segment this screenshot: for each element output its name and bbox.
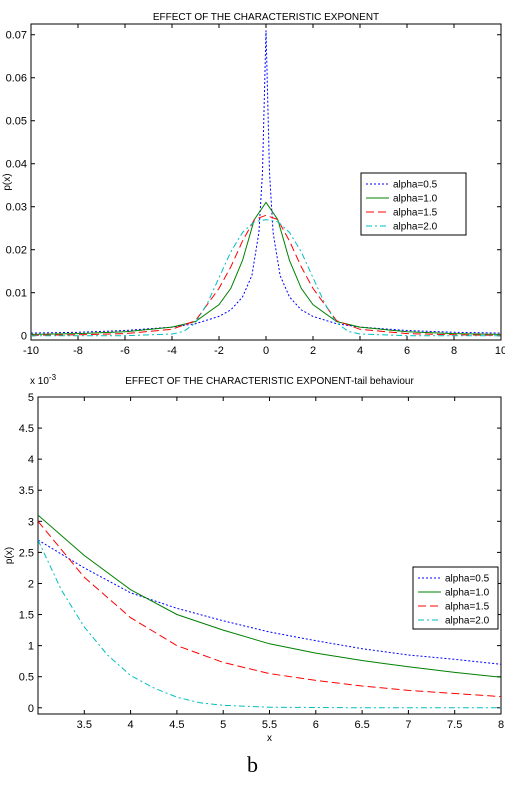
top-xtick-label: 6 — [404, 345, 410, 357]
top-chart-title: EFFECT OF THE CHARACTERISTIC EXPONENT — [153, 12, 379, 23]
bottom-plot-area — [37, 396, 502, 715]
top-series-line-1 — [31, 30, 501, 334]
bottom-chart-title: EFFECT OF THE CHARACTERISTIC EXPONENT-ta… — [125, 376, 414, 387]
top-ytick-label: 0.01 — [6, 288, 27, 300]
bottom-ytick-label: 5 — [28, 392, 34, 404]
bottom-legend-entry: alpha=1.0 — [445, 588, 490, 599]
top-xtick-label: -8 — [73, 345, 83, 357]
bottom-y-exponent: x 10-3 — [30, 373, 57, 387]
bottom-ytick-label: 4.5 — [19, 423, 34, 435]
bottom-xtick-label: 7 — [405, 719, 411, 731]
bottom-xtick-label: 5.5 — [262, 719, 277, 731]
panel-label: b — [247, 752, 258, 777]
bottom-xtick-label: 4.5 — [169, 719, 184, 731]
bottom-ytick-label: 3 — [28, 516, 34, 528]
top-legend-entry: alpha=0.5 — [393, 180, 438, 191]
top-ytick-label: 0.03 — [6, 202, 27, 214]
top-xtick-label: 2 — [310, 345, 316, 357]
bottom-ytick-label: 1.5 — [19, 610, 34, 622]
bottom-xtick-label: 6.5 — [354, 719, 369, 731]
chart-top: EFFECT OF THE CHARACTERISTIC EXPONENT -10… — [2, 12, 505, 357]
top-ytick-label: 0.05 — [6, 116, 27, 128]
top-xtick-label: 4 — [357, 345, 363, 357]
top-legend-entry: alpha=1.0 — [393, 194, 438, 205]
bottom-xtick-label: 4 — [128, 719, 134, 731]
bottom-series-line-4 — [38, 539, 501, 709]
bottom-xtick-label: 8 — [498, 719, 504, 731]
bottom-legend — [412, 566, 499, 630]
top-series-line-4 — [31, 219, 501, 337]
top-xtick-label: -10 — [23, 345, 39, 357]
bottom-ytick-label: 2.5 — [19, 547, 34, 559]
top-ytick-label: 0.04 — [6, 159, 27, 171]
top-legend — [360, 172, 467, 236]
chart-bottom: EFFECT OF THE CHARACTERISTIC EXPONENT-ta… — [4, 373, 504, 744]
bottom-legend-entry: alpha=0.5 — [445, 574, 490, 585]
bottom-series-line-2 — [38, 514, 501, 678]
bottom-ytick-label: 0 — [28, 703, 34, 715]
top-series-line-3 — [31, 214, 501, 336]
bottom-ytick-label: 4 — [28, 454, 34, 466]
bottom-series-line-3 — [38, 520, 501, 698]
top-series-line-2 — [31, 201, 501, 335]
bottom-y-axis-label: p(x) — [4, 547, 15, 564]
top-xtick-label: -2 — [214, 345, 224, 357]
bottom-xtick-label: 7.5 — [447, 719, 462, 731]
bottom-x-axis-label: x — [267, 733, 272, 744]
bottom-xtick-label: 6 — [313, 719, 319, 731]
bottom-ytick-label: 1 — [28, 641, 34, 653]
bottom-ytick-label: 3.5 — [19, 485, 34, 497]
top-ytick-label: 0.02 — [6, 245, 27, 257]
bottom-xtick-label: 5 — [220, 719, 226, 731]
bottom-ytick-label: 0.5 — [19, 672, 34, 684]
top-ytick-label: 0 — [21, 331, 27, 343]
top-legend-entry: alpha=2.0 — [393, 222, 438, 233]
figure: EFFECT OF THE CHARACTERISTIC EXPONENT -10… — [2, 12, 505, 744]
bottom-legend-entry: alpha=1.5 — [445, 602, 490, 613]
bottom-xtick-label: 3.5 — [77, 719, 92, 731]
top-legend-entry: alpha=1.5 — [393, 208, 438, 219]
top-xtick-label: -4 — [167, 345, 177, 357]
bottom-ytick-label: 2 — [28, 578, 34, 590]
top-y-axis-label: p(x) — [2, 173, 13, 190]
top-xtick-label: 10 — [495, 345, 505, 357]
top-ytick-label: 0.06 — [6, 73, 27, 85]
top-xtick-label: -6 — [120, 345, 130, 357]
bottom-series-line-1 — [38, 539, 501, 665]
top-xtick-label: 0 — [263, 345, 269, 357]
top-ytick-label: 0.07 — [6, 30, 27, 42]
top-xtick-label: 8 — [451, 345, 457, 357]
bottom-legend-entry: alpha=2.0 — [445, 616, 490, 627]
